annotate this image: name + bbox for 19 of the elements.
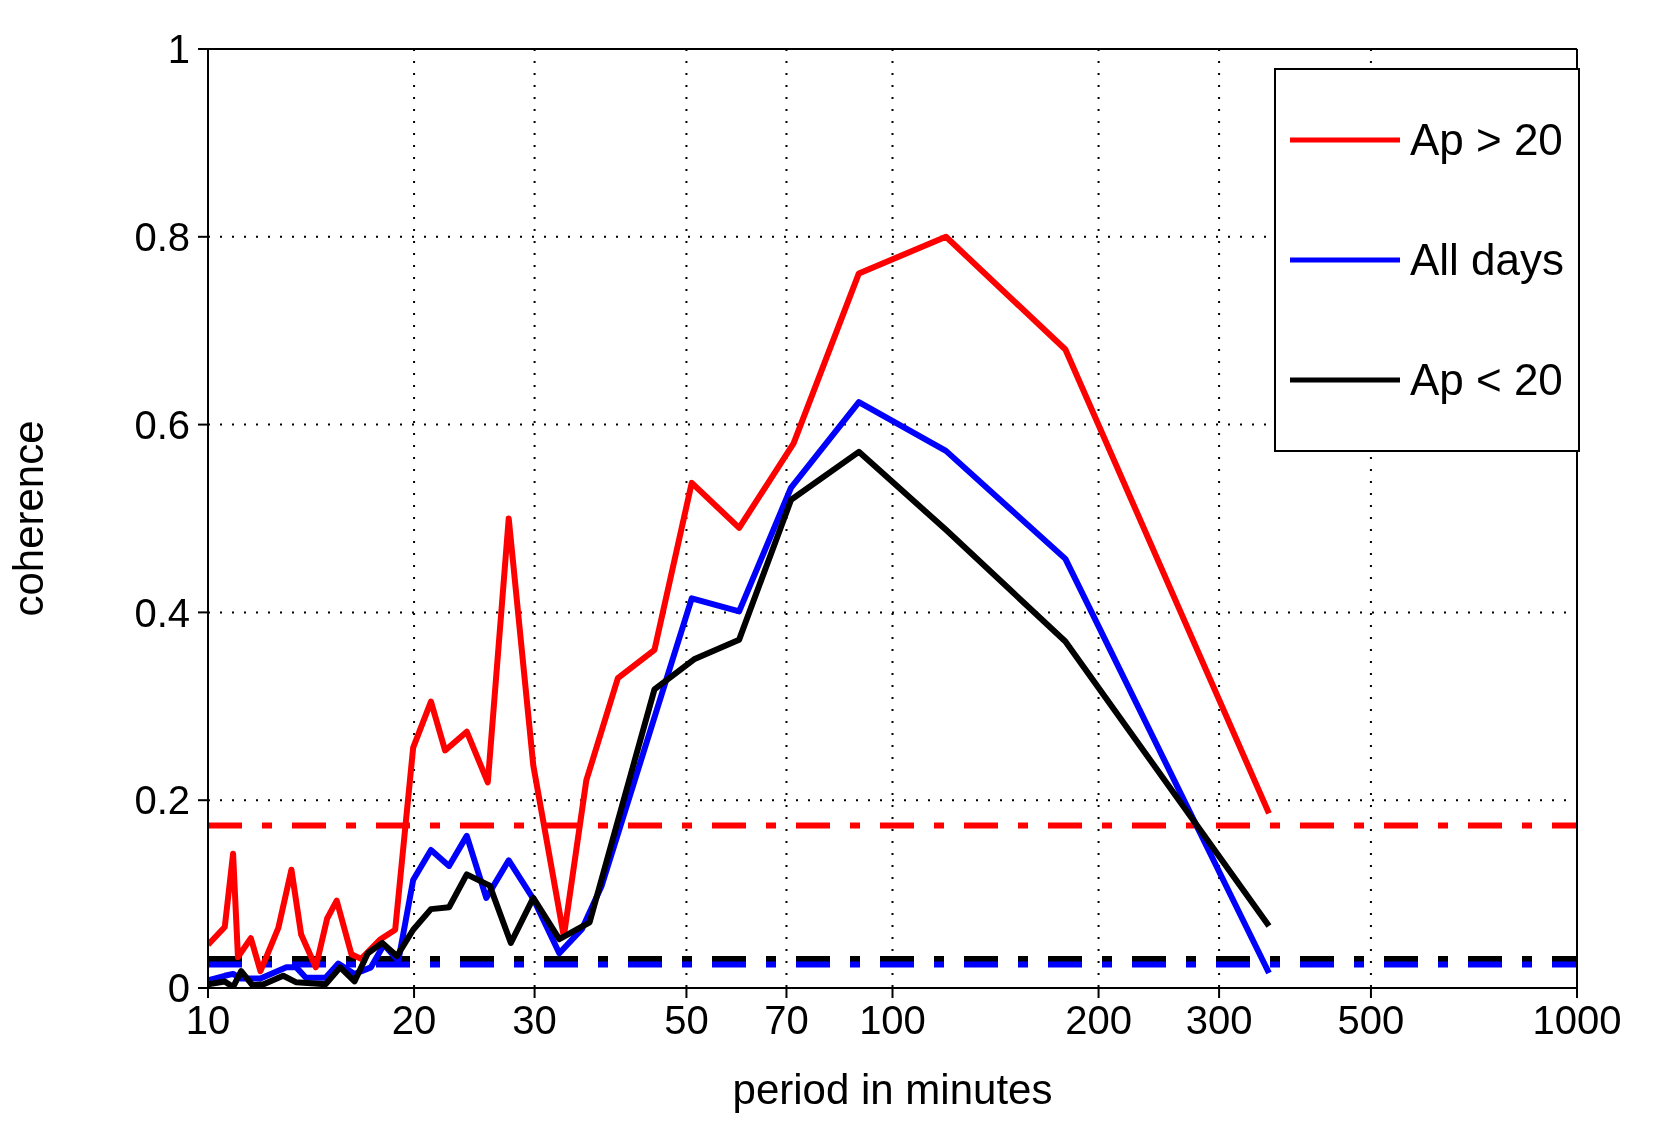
- y-tick-label: 1: [167, 27, 190, 72]
- x-tick-label: 30: [512, 998, 557, 1043]
- x-tick-label: 300: [1185, 998, 1253, 1043]
- x-tick-label: 200: [1065, 998, 1132, 1043]
- x-tick-label: 50: [664, 998, 709, 1043]
- x-tick-label: 70: [764, 998, 809, 1043]
- y-tick-label: 0.6: [134, 402, 190, 447]
- y-tick-label: 0.8: [134, 215, 190, 259]
- x-tick-label: 20: [391, 998, 437, 1043]
- x-tick-label: 100: [859, 998, 926, 1043]
- legend-label: Ap < 20: [1409, 355, 1563, 405]
- legend-label: All days: [1409, 235, 1564, 285]
- x-tick-label: 1000: [1532, 998, 1622, 1043]
- x-axis-title: period in minutes: [732, 1066, 1053, 1113]
- legend-label: Ap > 20: [1409, 115, 1563, 165]
- x-tick-label: 500: [1337, 998, 1405, 1043]
- y-axis-title: coherence: [4, 420, 52, 617]
- y-tick-label: 0.4: [134, 590, 190, 635]
- y-tick-label: 0.2: [134, 778, 190, 823]
